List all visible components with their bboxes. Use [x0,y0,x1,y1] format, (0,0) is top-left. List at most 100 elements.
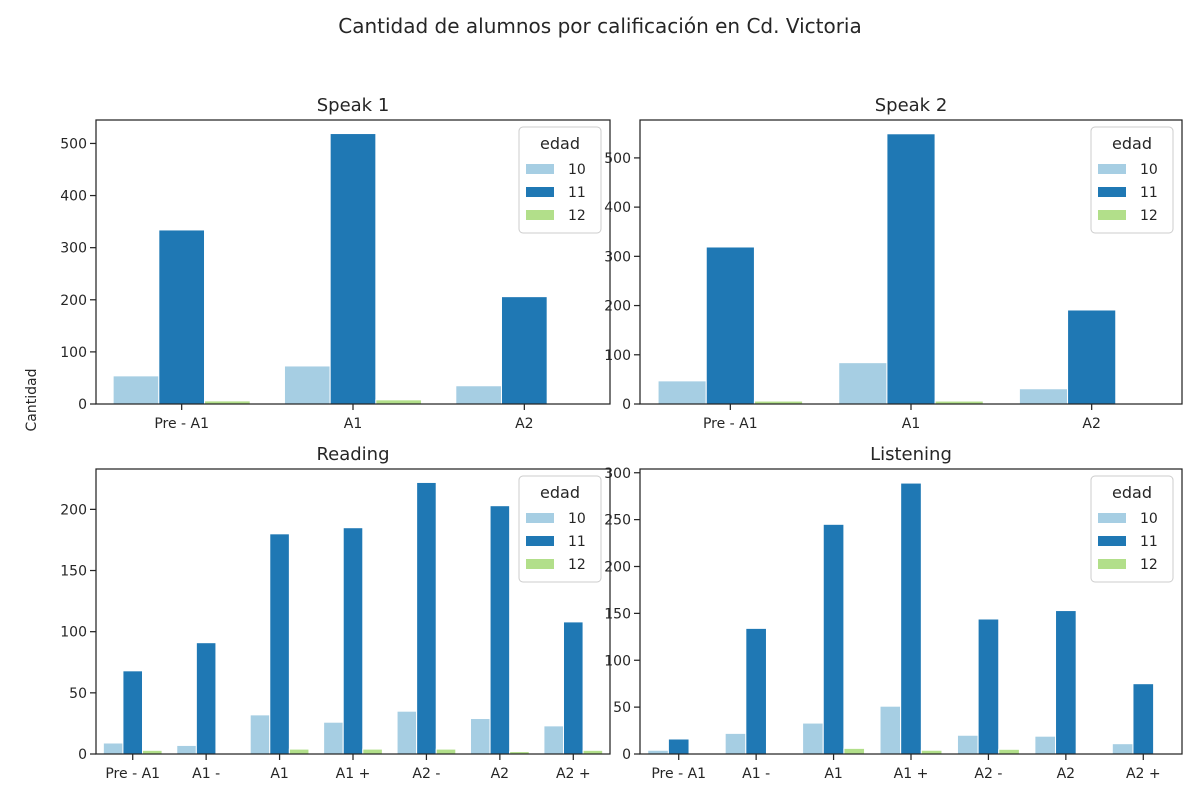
y-axis-label: Cantidad [24,369,40,432]
bar-11 [745,627,767,755]
legend-label-11: 11 [1140,534,1158,550]
legend-swatch-11 [526,187,554,197]
bar-10 [1018,388,1069,405]
y-tick-label: 100 [60,625,87,641]
y-tick-label: 100 [604,348,631,364]
x-tick-label: A2 - [974,766,1002,782]
legend-title: edad [540,134,580,153]
bar-11 [329,133,377,405]
legend-label-12: 12 [568,557,586,573]
y-tick-label: 100 [60,345,87,361]
y-tick-label: 200 [60,502,87,518]
subplot-title: Speak 1 [317,95,390,116]
bar-12 [288,748,310,755]
x-tick-label: Pre - A1 [105,766,160,782]
bar-10 [323,721,344,755]
legend-swatch-10 [526,164,554,174]
y-tick-label: 50 [69,686,87,702]
y-tick-label: 0 [622,747,631,763]
legend-label-10: 10 [1140,162,1158,178]
bar-11 [977,618,1000,755]
x-tick-label: A1 - [192,766,220,782]
y-tick-label: 250 [604,513,631,529]
legend-label-11: 11 [568,185,586,201]
legend-box [1090,475,1174,583]
x-tick-label: A2 + [1126,766,1161,782]
bar-10 [1034,735,1057,755]
bar-12 [998,748,1020,755]
legend: edad 10 11 12 [518,475,602,583]
bar-10 [102,742,124,755]
legend: edad 10 11 12 [518,126,602,234]
legend-box [518,475,602,583]
bar-10 [657,380,707,405]
bar-10 [838,362,888,405]
x-tick-label: A2 + [556,766,591,782]
y-tick-label: 50 [613,700,631,716]
bar-10 [112,375,160,405]
x-tick-label: A1 + [894,766,929,782]
x-tick-label: A2 [515,416,533,432]
x-tick-label: Pre - A1 [703,416,758,432]
subplot-3: Reading 0 50 100 150 200 Pre - A1 A1 - A1 A1 + A2 … [60,444,611,782]
y-tick-label: 100 [604,653,631,669]
bar-11 [1132,683,1155,755]
bar-11 [667,738,690,755]
bar-11 [900,482,922,755]
legend-box [518,126,602,234]
y-tick-label: 200 [604,560,631,576]
bar-11 [122,670,144,755]
legend-box [1090,126,1174,234]
x-tick-label: A1 [824,766,842,782]
x-tick-label: A2 [491,766,509,782]
legend-label-10: 10 [1140,511,1158,527]
legend-title: edad [1112,483,1152,502]
y-tick-label: 300 [604,466,631,482]
bar-11 [500,296,548,405]
bar-12 [843,747,866,755]
y-tick-label: 300 [604,249,631,265]
bar-11 [562,621,584,755]
y-tick-label: 500 [60,136,87,152]
legend-title: edad [1112,134,1152,153]
y-tick-label: 200 [60,293,87,309]
bar-11 [195,642,217,755]
bar-10 [176,744,197,755]
legend-label-10: 10 [568,162,586,178]
legend-label-12: 12 [1140,208,1158,224]
legend-swatch-10 [1098,513,1126,523]
legend-label-12: 12 [1140,557,1158,573]
legend-swatch-12 [1098,559,1126,569]
bar-12 [375,399,423,405]
bar-10 [455,385,502,405]
subplot-title: Reading [316,444,389,465]
subplot-4: Listening 0 50 100 150 200 250 300 Pre - A1 A1 - A… [604,444,1183,782]
x-tick-label: A1 + [336,766,371,782]
bar-11 [705,246,755,405]
legend: edad 10 11 12 [1090,126,1174,234]
bar-11 [416,481,437,755]
bar-10 [396,710,418,755]
y-tick-label: 400 [604,200,631,216]
legend-title: edad [540,483,580,502]
legend-label-12: 12 [568,208,586,224]
bar-10 [469,718,491,755]
legend: edad 10 11 12 [1090,475,1174,583]
y-tick-label: 0 [78,747,87,763]
y-tick-label: 150 [604,606,631,622]
legend-swatch-12 [526,559,554,569]
bar-10 [724,732,747,755]
bar-11 [1055,610,1077,755]
bar-10 [879,705,902,755]
subplot-title: Speak 2 [875,95,948,116]
y-tick-label: 150 [60,564,87,580]
y-tick-label: 0 [622,397,631,413]
y-tick-label: 0 [78,397,87,413]
subplot-1: Speak 1 0 100 200 300 400 500 Pre - A1 A1 A2 edad 1… [60,95,611,432]
bar-11 [269,533,290,755]
x-tick-label: A1 [270,766,288,782]
y-tick-label: 200 [604,299,631,315]
x-tick-label: A1 - [742,766,770,782]
legend-swatch-11 [526,536,554,546]
